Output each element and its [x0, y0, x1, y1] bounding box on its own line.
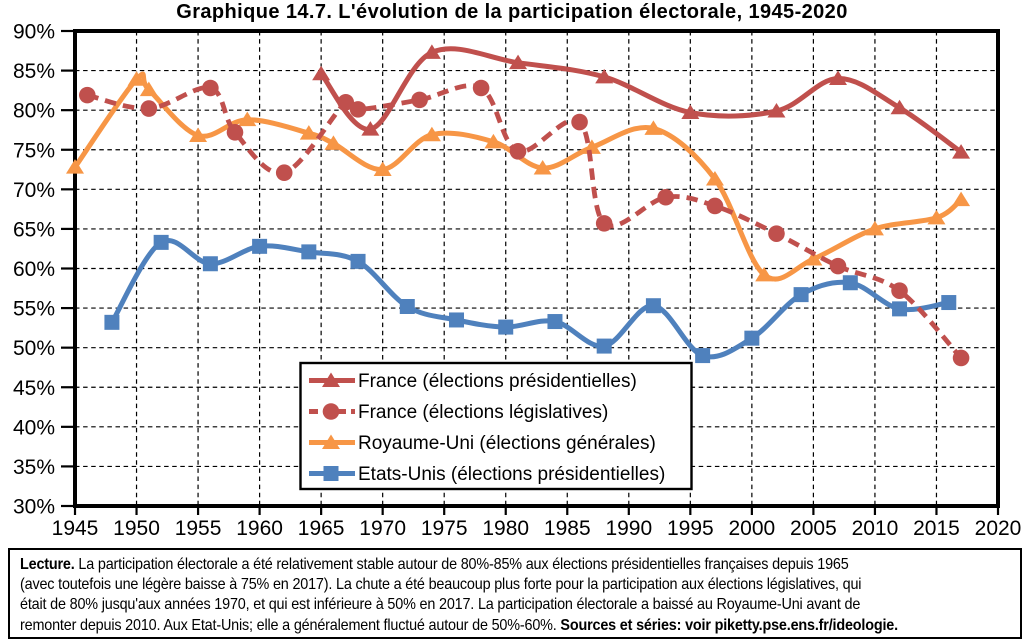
svg-text:45%: 45%	[13, 377, 55, 400]
line-chart-canvas: 30% 35% 40% 45% 50% 55% 60% 65% 70% 75% 80% 85% 90% 1…	[13, 21, 1022, 541]
svg-text:France (élections présidentiel: France (élections présidentielles)	[358, 371, 637, 392]
legend-item-france-presidentielles: France (élections présidentielles)	[309, 371, 637, 392]
svg-text:1950: 1950	[113, 517, 160, 540]
svg-text:85%: 85%	[13, 60, 55, 83]
lecture-line-1: Lecture. La participation électorale a é…	[20, 556, 849, 573]
svg-text:30%: 30%	[13, 496, 55, 519]
svg-text:2020: 2020	[975, 517, 1022, 540]
legend-box: France (élections présidentielles) France…	[299, 361, 693, 491]
svg-text:70%: 70%	[13, 179, 55, 202]
series-etats-unis	[104, 234, 957, 364]
svg-text:65%: 65%	[13, 218, 55, 241]
svg-text:1945: 1945	[52, 517, 99, 540]
svg-text:35%: 35%	[13, 456, 55, 479]
svg-text:2015: 2015	[913, 517, 960, 540]
plot-border	[73, 29, 1000, 508]
chart-title: Graphique 14.7. L'évolution de la partic…	[176, 1, 848, 23]
legend-item-royaume-uni: Royaume-Uni (élections générales)	[309, 433, 656, 454]
lecture-line-4: remonter depuis 2010. Aux Etat-Unis; ell…	[20, 616, 898, 634]
svg-text:60%: 60%	[13, 258, 55, 281]
svg-text:50%: 50%	[13, 337, 55, 360]
svg-text:1965: 1965	[298, 517, 345, 540]
lecture-line-3: était de 80% jusqu'aux années 1970, et q…	[20, 596, 861, 614]
legend-item-etats-unis: Etats-Unis (élections présidentielles)	[309, 464, 665, 485]
svg-text:1985: 1985	[544, 517, 591, 540]
svg-text:2000: 2000	[729, 517, 776, 540]
y-axis-labels: 30% 35% 40% 45% 50% 55% 60% 65% 70% 75% 80% 85% 90%	[13, 21, 55, 519]
lecture-label: Lecture.	[20, 556, 75, 573]
lecture-note-box: Lecture. La participation électorale a é…	[8, 548, 1022, 639]
legend-item-france-legislatives: France (élections législatives)	[309, 402, 608, 423]
svg-text:Etats-Unis (élections présiden: Etats-Unis (élections présidentielles)	[358, 464, 665, 485]
series-france-presidentielles	[312, 44, 971, 159]
svg-text:1955: 1955	[175, 517, 222, 540]
sources-note: Sources et séries: voir piketty.pse.ens.…	[560, 616, 898, 634]
plot-gridlines	[75, 31, 998, 506]
svg-text:1980: 1980	[482, 517, 529, 540]
svg-text:1990: 1990	[605, 517, 652, 540]
svg-text:1975: 1975	[421, 517, 468, 540]
svg-text:Royaume-Uni (élections général: Royaume-Uni (élections générales)	[358, 433, 656, 454]
svg-text:55%: 55%	[13, 298, 55, 321]
lecture-line-2: (avec toutefois une légère baisse à 75% …	[20, 576, 862, 594]
svg-text:1970: 1970	[359, 517, 406, 540]
svg-text:90%: 90%	[13, 21, 55, 44]
svg-text:France (élections législatives: France (élections législatives)	[358, 402, 608, 423]
svg-text:1995: 1995	[667, 517, 714, 540]
x-axis-labels: 1945 1950 1955 1960 1965 1970 1975 1980 1985 1990…	[52, 517, 1022, 540]
svg-text:80%: 80%	[13, 100, 55, 123]
series-royaume-uni	[66, 71, 971, 282]
svg-text:40%: 40%	[13, 416, 55, 439]
svg-text:75%: 75%	[13, 139, 55, 162]
svg-text:2010: 2010	[852, 517, 899, 540]
series-france-legislatives	[79, 79, 970, 367]
svg-text:2005: 2005	[790, 517, 837, 540]
svg-text:1960: 1960	[236, 517, 283, 540]
